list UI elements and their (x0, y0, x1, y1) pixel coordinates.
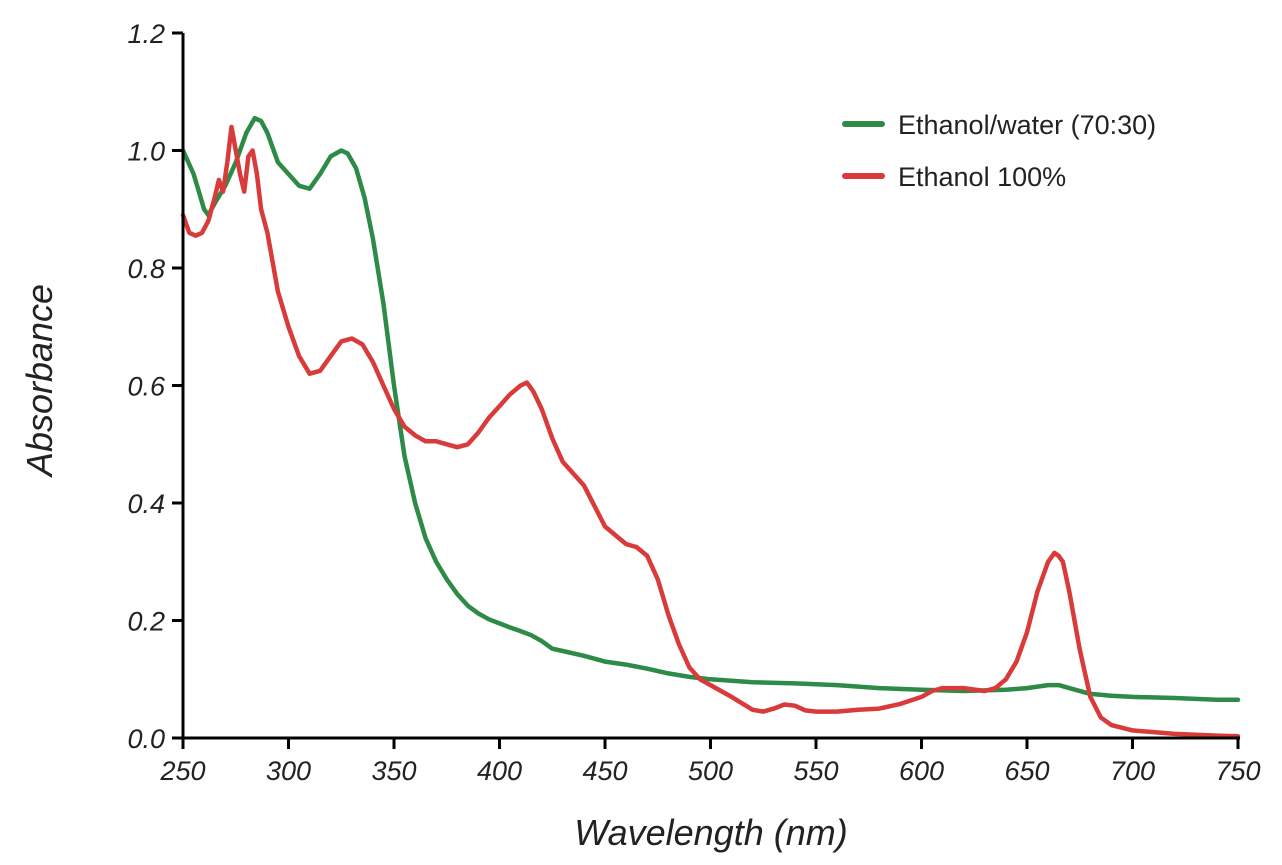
legend: Ethanol/water (70:30) Ethanol 100% (842, 110, 1156, 192)
y-tick-label: 1.0 (127, 137, 165, 167)
y-tick-label: 0.4 (127, 489, 165, 519)
y-axis-ticks: 0.0 0.2 0.4 0.6 0.8 1.0 1.2 (127, 19, 183, 754)
legend-label-1: Ethanol/water (70:30) (898, 110, 1156, 140)
y-tick-label: 0.8 (127, 254, 165, 284)
y-tick-label: 0.2 (127, 607, 165, 637)
series-line-1 (180, 115, 1241, 703)
x-tick-label: 300 (266, 756, 311, 786)
x-tick-label: 700 (1110, 756, 1155, 786)
y-axis-title: Absorbance (19, 284, 60, 478)
x-tick-label: 250 (159, 756, 205, 786)
x-tick-label: 750 (1215, 756, 1260, 786)
x-tick-label: 400 (477, 756, 522, 786)
x-tick-label: 450 (582, 756, 627, 786)
legend-label-2: Ethanol 100% (898, 162, 1066, 192)
x-tick-label: 550 (793, 756, 838, 786)
x-axis-ticks: 250 300 350 400 450 500 550 600 650 700 750 (159, 738, 1261, 786)
x-tick-label: 350 (371, 756, 416, 786)
x-axis-title: Wavelength (nm) (574, 812, 847, 853)
y-tick-label: 1.2 (127, 19, 165, 49)
x-tick-label: 500 (688, 756, 733, 786)
series-line-2 (180, 124, 1241, 739)
y-tick-label: 0.6 (127, 372, 166, 402)
y-tick-label: 0.0 (127, 724, 165, 754)
x-tick-label: 600 (899, 756, 944, 786)
x-tick-label: 650 (1004, 756, 1049, 786)
series-layer (180, 115, 1241, 739)
